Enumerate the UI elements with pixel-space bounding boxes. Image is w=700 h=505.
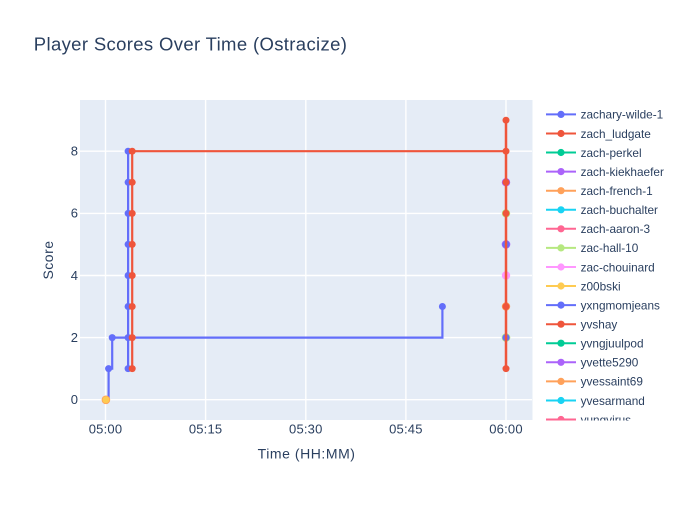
svg-text:zac-hall-10: zac-hall-10: [581, 241, 639, 255]
svg-text:yvngjuulpod: yvngjuulpod: [581, 337, 644, 351]
svg-text:yvesarmand: yvesarmand: [581, 394, 645, 408]
svg-text:05:45: 05:45: [389, 422, 423, 437]
svg-text:4: 4: [71, 268, 78, 283]
svg-text:zach-buchalter: zach-buchalter: [581, 203, 658, 217]
svg-text:yvessaint69: yvessaint69: [581, 375, 643, 389]
svg-text:zach-perkel: zach-perkel: [581, 146, 642, 160]
svg-text:05:00: 05:00: [89, 422, 123, 437]
svg-text:z00bski: z00bski: [581, 279, 621, 293]
svg-text:zach-kiekhaefer: zach-kiekhaefer: [581, 165, 664, 179]
svg-text:yungvirus: yungvirus: [581, 413, 632, 427]
svg-text:8: 8: [71, 144, 78, 159]
svg-text:zac-chouinard: zac-chouinard: [581, 260, 655, 274]
svg-text:06:00: 06:00: [489, 422, 523, 437]
svg-text:05:15: 05:15: [189, 422, 223, 437]
svg-text:Time (HH:MM): Time (HH:MM): [258, 446, 356, 462]
svg-text:zach-french-1: zach-french-1: [581, 184, 653, 198]
svg-text:Player Scores Over Time (Ostra: Player Scores Over Time (Ostracize): [34, 33, 347, 54]
svg-text:05:30: 05:30: [289, 422, 323, 437]
svg-text:zach-aaron-3: zach-aaron-3: [581, 222, 651, 236]
svg-text:yvshay: yvshay: [581, 318, 618, 332]
svg-text:Score: Score: [40, 240, 56, 279]
svg-text:yvette5290: yvette5290: [581, 356, 639, 370]
svg-text:2: 2: [71, 330, 78, 345]
svg-text:0: 0: [71, 392, 78, 407]
svg-text:zach_ludgate: zach_ludgate: [581, 127, 652, 141]
svg-text:yxngmomjeans: yxngmomjeans: [581, 298, 660, 312]
svg-text:6: 6: [71, 206, 78, 221]
svg-text:zachary-wilde-1: zachary-wilde-1: [581, 108, 664, 122]
